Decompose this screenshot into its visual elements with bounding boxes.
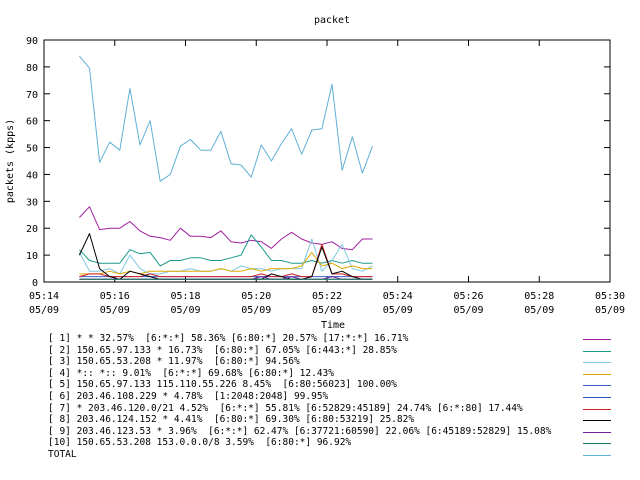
legend-label: [ 1] * * 32.57% [6:*:*] 58.36% [6:80:*] … [48,333,409,344]
x-tick-label-time: 05:30 [595,291,625,302]
legend-line-sample [583,385,611,387]
y-tick-label: 40 [26,170,38,181]
y-tick-label: 50 [26,144,38,155]
y-tick-label: 20 [26,224,38,235]
legend-line-sample [583,443,611,445]
legend-label: [ 3] 150.65.53.208 * 11.97% [6:80:*] 94.… [48,356,300,368]
legend-line-sample [583,408,611,410]
series-line-1 [79,206,373,251]
legend-line-sample [583,339,611,340]
y-tick-label: 0 [32,278,38,289]
x-axis: 05:14 05/09 05:16 05/09 05:18 05/09 05:20 05/09… [29,40,625,316]
legend-entry: [ 8] 203.46.124.152 * 4.41% [6:80:*] 69.… [48,414,638,426]
legend-label: [10] 150.65.53.208 153.0.0.0/8 3.59% [6:… [48,437,352,449]
series-line-4 [79,251,373,275]
legend-label: [ 2] 150.65.97.133 * 16.73% [6:80:*] 67.… [48,344,397,356]
legend-label: [ 5] 150.65.97.133 115.110.55.226 8.45% … [48,379,397,391]
legend-entry: [ 4] *:: *:: 9.01% [6:*:*] 69.68% [6:80:… [48,368,638,380]
y-tick-label: 60 [26,117,38,128]
legend-line-sample [583,420,611,422]
y-tick-label: 80 [26,63,38,74]
legend-label: [ 9] 203.46.123.53 * 3.96% [6:*:*] 62.47… [48,425,552,437]
chart-title: packet [314,15,350,26]
y-axis-label: packets (kpps) [5,119,16,203]
legend-entry: [ 9] 203.46.123.53 * 3.96% [6:*:*] 62.47… [48,426,638,438]
legend-entry: [ 7] * 203.46.120.0/21 4.52% [6:*:*] 55.… [48,403,638,415]
x-tick-label-time: 05:26 [453,291,483,302]
legend-entry: [ 2] 150.65.97.133 * 16.73% [6:80:*] 67.… [48,345,638,357]
legend-label: TOTAL [48,448,77,460]
legend-line-sample [583,431,611,433]
x-axis-label: Time [321,320,345,330]
x-tick-label-date: 05/09 [312,305,342,316]
series-line-3 [78,238,373,275]
x-tick-label-date: 05/09 [595,305,625,316]
x-tick-label-date: 05/09 [383,305,413,316]
x-tick-label-date: 05/09 [453,305,483,316]
legend-label: [ 4] *:: *:: 9.01% [6:*:*] 69.68% [6:80:… [48,367,334,379]
legend-label: [ 6] 203.46.108.229 * 4.78% [1:2048:2048… [48,390,329,402]
x-tick-label-time: 05:16 [100,291,130,302]
legend-line-sample [583,373,611,375]
x-tick-label-date: 05/09 [170,305,200,316]
legend-entry: [ 5] 150.65.97.133 115.110.55.226 8.45% … [48,379,638,391]
x-tick-label-time: 05:18 [170,291,200,302]
y-tick-label: 30 [26,197,38,208]
legend-entry: [ 6] 203.46.108.229 * 4.78% [1:2048:2048… [48,391,638,403]
legend-entry: [ 1] * * 32.57% [6:*:*] 58.36% [6:80:*] … [48,333,638,345]
x-tick-label-time: 05:20 [241,291,271,302]
y-tick-label: 70 [26,90,38,101]
legend-entry: [ 3] 150.65.53.208 * 11.97% [6:80:*] 94.… [48,356,638,368]
series-line-2 [79,234,373,267]
x-tick-label-date: 05/09 [29,305,59,316]
y-axis: 0 10 20 30 40 50 60 70 80 90 [26,36,610,289]
plot-frame [43,39,611,283]
legend: [ 1] * * 32.57% [6:*:*] 58.36% [6:80:*] … [48,333,638,461]
legend-label: [ 8] 203.46.124.152 * 4.41% [6:80:*] 69.… [48,414,415,426]
x-tick-label-time: 05:22 [312,291,342,302]
y-tick-label: 10 [26,251,38,262]
series-line-7 [79,243,373,278]
x-tick-label-date: 05/09 [241,305,271,316]
legend-label: [ 7] * 203.46.120.0/21 4.52% [6:*:*] 55.… [48,402,523,414]
x-tick-label-time: 05:14 [29,291,59,302]
legend-line-sample [583,396,611,398]
x-tick-label-time: 05:24 [383,291,413,302]
x-tick-label-date: 05/09 [100,305,130,316]
legend-line-sample [583,454,611,456]
x-tick-label-time: 05:28 [524,291,554,302]
series-line-11 [79,55,373,182]
legend-line-sample [583,362,611,364]
x-tick-label-date: 05/09 [524,305,554,316]
series-lines [78,55,373,280]
legend-entry: TOTAL [48,449,638,461]
y-tick-label: 90 [26,36,38,47]
legend-line-sample [583,350,611,352]
legend-entry: [10] 150.65.53.208 153.0.0.0/8 3.59% [6:… [48,437,638,449]
